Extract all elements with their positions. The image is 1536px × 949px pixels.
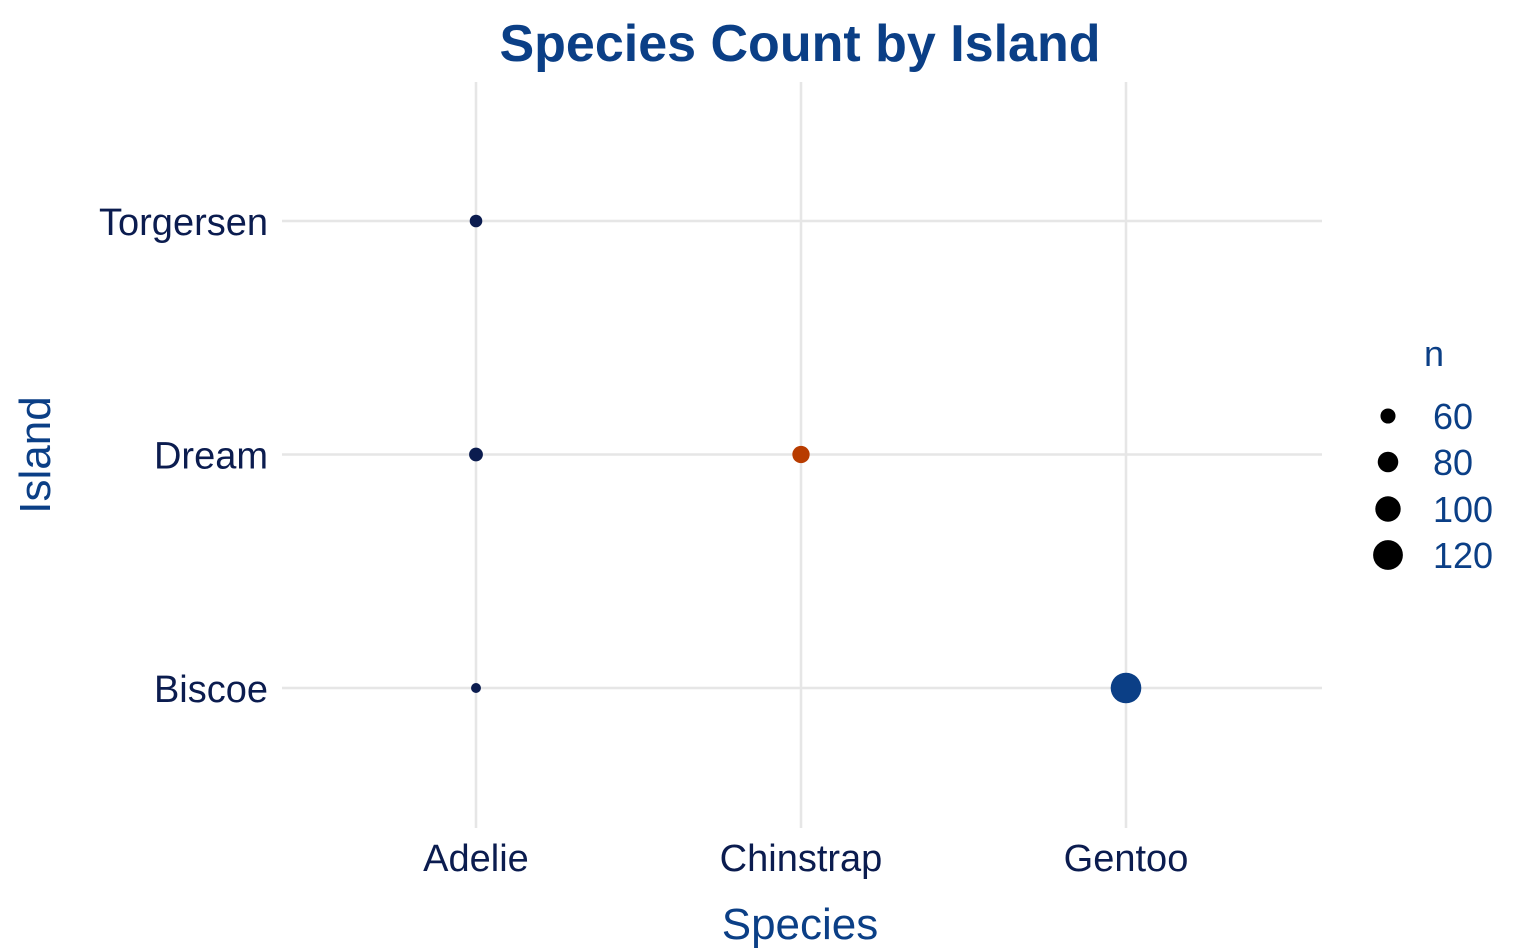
legend-label: 80 <box>1433 442 1473 483</box>
y-axis-ticks: Biscoe Dream Torgersen <box>99 202 268 711</box>
x-axis-title: Species <box>722 900 879 949</box>
data-point-adelie-biscoe <box>471 683 481 693</box>
data-point-chinstrap-dream <box>792 445 810 464</box>
y-tick-label: Dream <box>154 436 268 478</box>
data-point-gentoo-biscoe <box>1110 672 1142 704</box>
x-tick-label: Adelie <box>423 838 529 880</box>
legend-key <box>1380 408 1396 424</box>
y-tick-label: Torgersen <box>99 202 268 244</box>
legend-key <box>1375 496 1401 522</box>
y-axis-title: Island <box>11 396 60 513</box>
chart-title: Species Count by Island <box>499 15 1100 73</box>
legend-label: 60 <box>1433 396 1473 437</box>
legend-key <box>1373 540 1403 570</box>
legend-key <box>1377 451 1399 473</box>
legend-title: n <box>1424 333 1444 374</box>
data-point-adelie-dream <box>469 447 483 462</box>
x-tick-label: Gentoo <box>1064 838 1189 880</box>
size-legend: n 60 80 100 120 <box>1373 333 1493 576</box>
legend-label: 120 <box>1433 535 1493 576</box>
y-tick-label: Biscoe <box>154 669 268 711</box>
x-axis-ticks: Adelie Chinstrap Gentoo <box>423 838 1188 880</box>
data-points <box>469 214 1142 704</box>
x-tick-label: Chinstrap <box>720 838 883 880</box>
legend-label: 100 <box>1433 489 1493 530</box>
legend-entries: 60 80 100 120 <box>1373 396 1493 576</box>
data-point-adelie-torgersen <box>469 214 483 228</box>
